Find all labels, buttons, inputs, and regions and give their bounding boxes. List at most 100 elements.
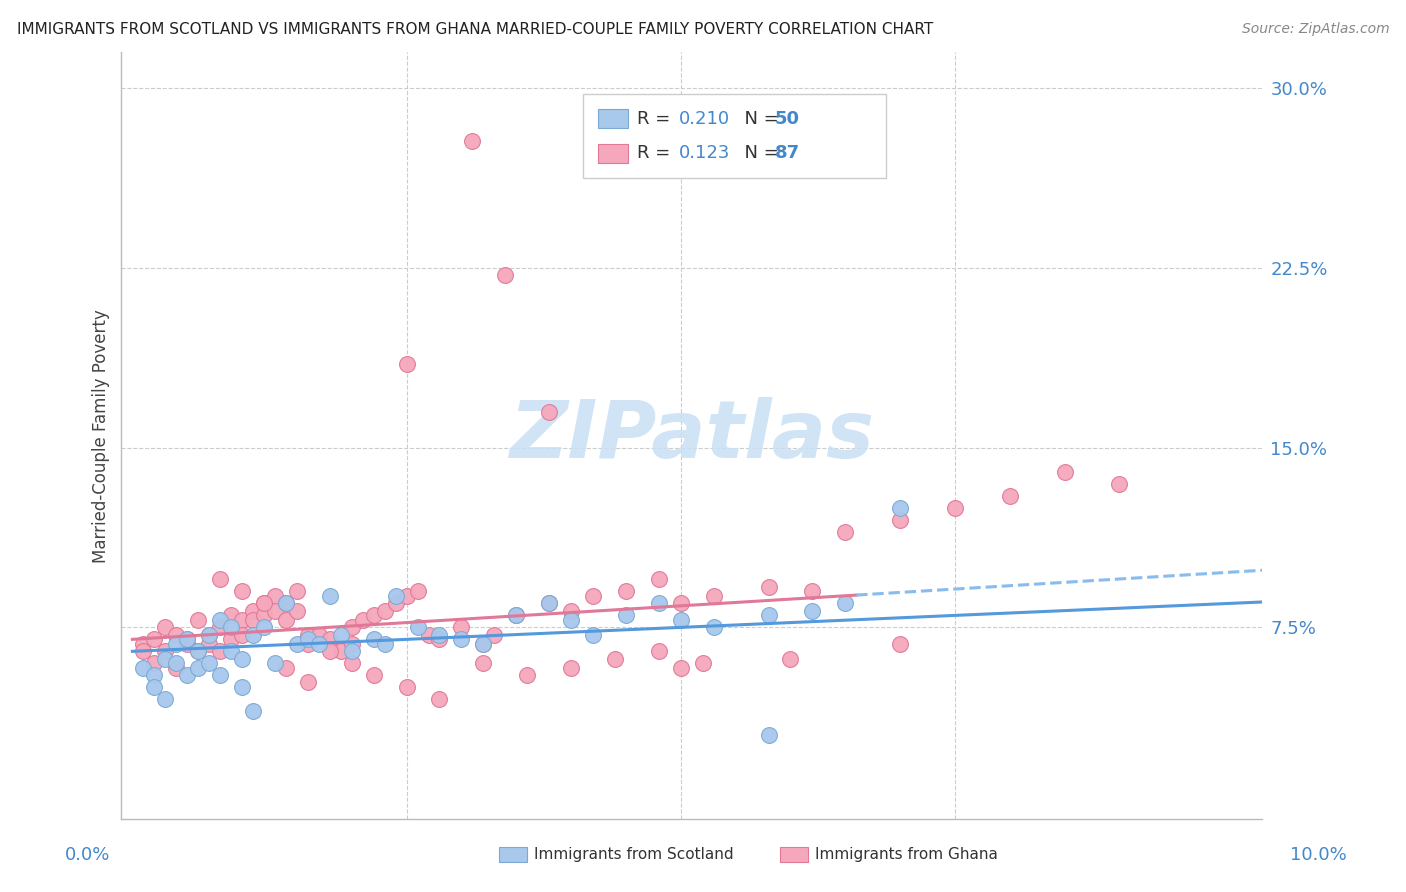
Point [538,405,561,419]
Point [297,637,319,651]
Point [319,632,342,647]
Point [943,500,966,515]
Point [374,604,396,618]
Point [472,637,495,651]
Point [219,644,242,658]
Point [758,728,780,742]
Point [801,604,824,618]
Point [176,668,198,682]
Point [132,637,155,651]
Point [429,692,451,706]
Point [253,608,276,623]
Point [242,604,264,618]
Point [253,596,276,610]
Point [165,627,187,641]
Point [560,613,582,627]
Point [703,589,725,603]
Point [418,627,440,641]
Point [198,637,221,651]
Point [198,627,221,641]
Point [231,613,253,627]
Point [648,573,671,587]
Point [614,584,637,599]
Point [219,620,242,634]
Point [461,134,484,148]
Point [198,627,221,641]
Text: 50: 50 [775,110,800,128]
Point [308,637,330,651]
Point [384,596,406,610]
Point [363,668,385,682]
Point [165,637,187,651]
Point [582,589,605,603]
Point [264,657,287,671]
Point [231,584,253,599]
Text: R =: R = [637,145,676,162]
Point [648,596,671,610]
Point [242,704,264,718]
Point [285,584,308,599]
Point [143,632,166,647]
Point [450,620,472,634]
Point [669,596,692,610]
Point [429,632,451,647]
Point [505,608,527,623]
Point [834,596,856,610]
Point [297,627,319,641]
Point [669,661,692,675]
Text: Immigrants from Scotland: Immigrants from Scotland [534,847,734,862]
Point [889,637,911,651]
Point [143,668,166,682]
Point [889,500,911,515]
Point [274,613,297,627]
Text: ZIPatlas: ZIPatlas [509,397,875,475]
Point [834,524,856,539]
Point [209,620,232,634]
Point [187,613,209,627]
Point [155,692,177,706]
Point [560,661,582,675]
Point [274,661,297,675]
Point [176,632,198,647]
Point [198,657,221,671]
Point [231,627,253,641]
Point [614,608,637,623]
Point [319,589,342,603]
Point [155,620,177,634]
Point [308,627,330,641]
Point [340,644,363,658]
Point [429,627,451,641]
Point [264,604,287,618]
Point [801,584,824,599]
Text: N =: N = [733,110,785,128]
Point [1108,476,1130,491]
Text: 0.123: 0.123 [679,145,731,162]
Point [363,632,385,647]
Point [231,651,253,665]
Point [274,596,297,610]
Point [669,613,692,627]
Point [538,596,561,610]
Point [450,632,472,647]
Point [603,651,626,665]
Point [758,580,780,594]
Point [472,637,495,651]
Point [253,596,276,610]
Point [374,637,396,651]
Point [242,627,264,641]
Text: R =: R = [637,110,676,128]
Point [132,661,155,675]
Text: N =: N = [733,145,785,162]
Point [363,608,385,623]
Point [209,573,232,587]
Point [703,620,725,634]
Point [155,651,177,665]
Point [209,668,232,682]
Point [779,651,801,665]
Point [176,632,198,647]
Point [395,680,418,694]
Point [274,596,297,610]
Y-axis label: Married-Couple Family Poverty: Married-Couple Family Poverty [93,309,110,563]
Point [132,644,155,658]
Text: 0.0%: 0.0% [65,846,110,863]
